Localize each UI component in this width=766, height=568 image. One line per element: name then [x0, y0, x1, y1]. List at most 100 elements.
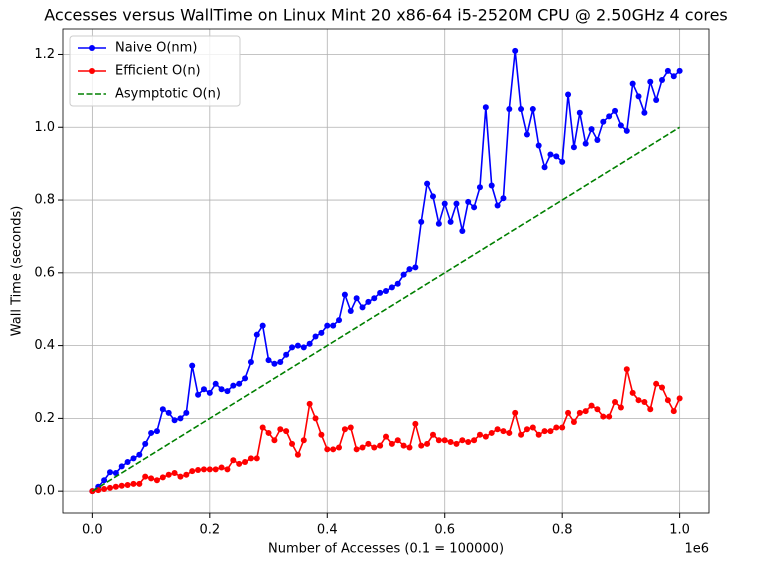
- data-point: [500, 428, 507, 435]
- data-point: [664, 397, 671, 404]
- data-point: [600, 118, 607, 125]
- data-point: [394, 437, 401, 444]
- data-point: [283, 351, 290, 358]
- data-point: [471, 437, 478, 444]
- data-point: [336, 317, 343, 324]
- data-point: [206, 466, 213, 473]
- data-point: [488, 182, 495, 189]
- data-point: [612, 399, 619, 406]
- y-tick-label: 1.2: [34, 47, 55, 62]
- data-point: [306, 340, 313, 347]
- data-point: [289, 440, 296, 447]
- data-point: [500, 195, 507, 202]
- data-point: [318, 431, 325, 438]
- data-point: [206, 389, 213, 396]
- data-point: [242, 375, 249, 382]
- data-point: [365, 440, 372, 447]
- data-point: [124, 459, 131, 466]
- y-tick-label: 0.4: [34, 338, 55, 353]
- data-point: [576, 109, 583, 116]
- data-point: [371, 295, 378, 302]
- data-point: [406, 266, 413, 273]
- data-point: [189, 362, 196, 369]
- data-point: [265, 357, 272, 364]
- data-point: [289, 344, 296, 351]
- data-point: [253, 455, 260, 462]
- data-point: [353, 446, 360, 453]
- data-point: [177, 473, 184, 480]
- data-point: [247, 358, 254, 365]
- data-point: [136, 480, 143, 487]
- data-point: [195, 391, 202, 398]
- data-point: [641, 399, 648, 406]
- data-point: [236, 380, 243, 387]
- data-point: [388, 440, 395, 447]
- data-point: [400, 271, 407, 278]
- data-point: [418, 442, 425, 449]
- data-point: [218, 464, 225, 471]
- data-point: [670, 73, 677, 80]
- data-point: [347, 424, 354, 431]
- data-point: [195, 467, 202, 474]
- data-point: [494, 202, 501, 209]
- data-point: [371, 444, 378, 451]
- data-point: [659, 384, 666, 391]
- data-point: [324, 322, 331, 329]
- x-offset-label: 1e6: [684, 542, 709, 557]
- data-point: [653, 380, 660, 387]
- data-point: [218, 386, 225, 393]
- data-point: [647, 78, 654, 85]
- data-point: [482, 104, 489, 111]
- data-point: [112, 483, 119, 490]
- data-point: [183, 409, 190, 416]
- data-point: [547, 151, 554, 158]
- legend-box: [69, 35, 241, 107]
- series-line: [91, 126, 681, 492]
- data-point: [101, 485, 108, 492]
- data-point: [341, 291, 348, 298]
- data-point: [365, 298, 372, 305]
- y-axis-label: Wall Time (seconds): [10, 206, 25, 337]
- data-point: [594, 136, 601, 143]
- data-point: [541, 428, 548, 435]
- data-point: [183, 471, 190, 478]
- data-point: [277, 426, 284, 433]
- data-point: [635, 397, 642, 404]
- data-point: [570, 419, 577, 426]
- data-point: [429, 431, 436, 438]
- data-point: [535, 142, 542, 149]
- legend-marker: [89, 68, 95, 74]
- data-point: [112, 469, 119, 476]
- data-point: [377, 289, 384, 296]
- data-point: [617, 122, 624, 129]
- data-point: [412, 264, 419, 271]
- x-tick-label: 0.8: [552, 523, 573, 538]
- data-point: [453, 200, 460, 207]
- data-point: [394, 280, 401, 287]
- legend-marker: [89, 45, 95, 51]
- data-point: [488, 429, 495, 436]
- data-point: [482, 433, 489, 440]
- data-point: [518, 106, 525, 113]
- data-point: [388, 284, 395, 291]
- data-point: [171, 417, 178, 424]
- data-point: [359, 304, 366, 311]
- data-point: [200, 466, 207, 473]
- data-point: [212, 380, 219, 387]
- data-point: [383, 288, 389, 295]
- legend-label: Asymptotic O(n): [115, 87, 221, 102]
- data-point: [165, 471, 172, 478]
- data-point: [118, 463, 125, 470]
- data-point: [641, 109, 648, 116]
- data-point: [506, 429, 513, 436]
- data-point: [664, 67, 671, 74]
- data-point: [336, 444, 343, 451]
- data-point: [330, 322, 337, 329]
- data-point: [600, 413, 607, 420]
- data-point: [647, 406, 654, 413]
- data-point: [247, 455, 254, 462]
- data-point: [153, 428, 160, 435]
- data-point: [441, 437, 448, 444]
- x-tick-label: 0.4: [317, 523, 338, 538]
- data-point: [106, 469, 113, 476]
